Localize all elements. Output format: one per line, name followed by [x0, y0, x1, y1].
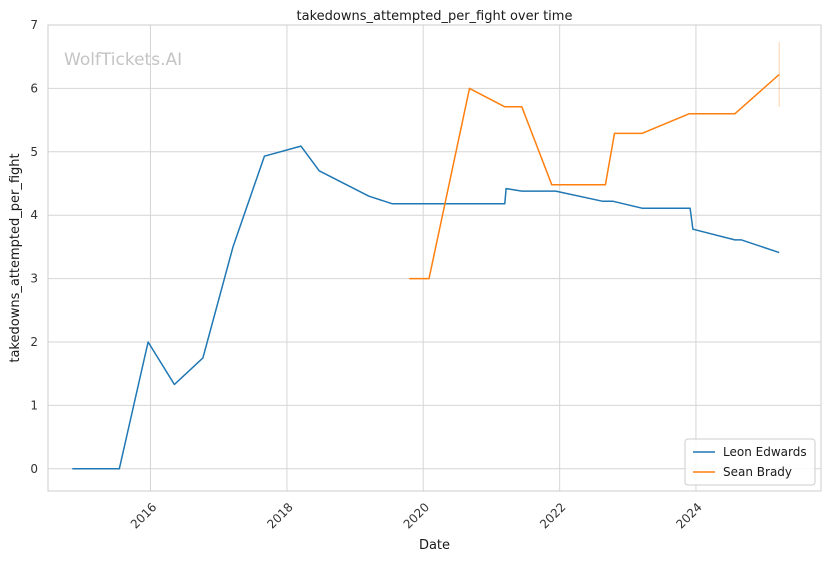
legend-label: Leon Edwards: [723, 445, 807, 459]
x-tick-label: 2024: [673, 500, 704, 531]
watermark: WolfTickets.AI: [64, 50, 182, 70]
y-tick-label: 6: [30, 81, 38, 95]
x-tick-label: 2018: [264, 500, 295, 531]
y-tick-label: 5: [30, 145, 38, 159]
y-tick-label: 4: [30, 208, 38, 222]
legend-label: Sean Brady: [723, 465, 792, 479]
plot-frame: [47, 24, 822, 492]
x-axis-title: Date: [419, 538, 450, 553]
legend-box: [684, 438, 816, 486]
x-tick-label: 2020: [401, 500, 432, 531]
tick-labels: 0 1 2 3 4 5 6 7 2016 2018 2020 2022 2024: [30, 18, 704, 532]
x-tick-label: 2022: [537, 500, 568, 531]
y-tick-label: 0: [30, 462, 38, 476]
y-tick-label: 3: [30, 272, 38, 286]
legend: Leon Edwards Sean Brady: [684, 438, 816, 486]
series-line-leon-edwards: [72, 145, 780, 470]
y-tick-label: 2: [30, 335, 38, 349]
y-tick-label: 1: [30, 398, 38, 412]
series-line-sean-brady: [409, 73, 780, 280]
y-tick-label: 7: [30, 18, 38, 32]
grid: [48, 24, 821, 491]
x-tick-label: 2016: [128, 500, 159, 531]
chart-title: takedowns_attempted_per_fight over time: [297, 9, 573, 24]
series-lines: [72, 42, 780, 470]
y-axis-title: takedowns_attempted_per_fight: [8, 153, 23, 362]
